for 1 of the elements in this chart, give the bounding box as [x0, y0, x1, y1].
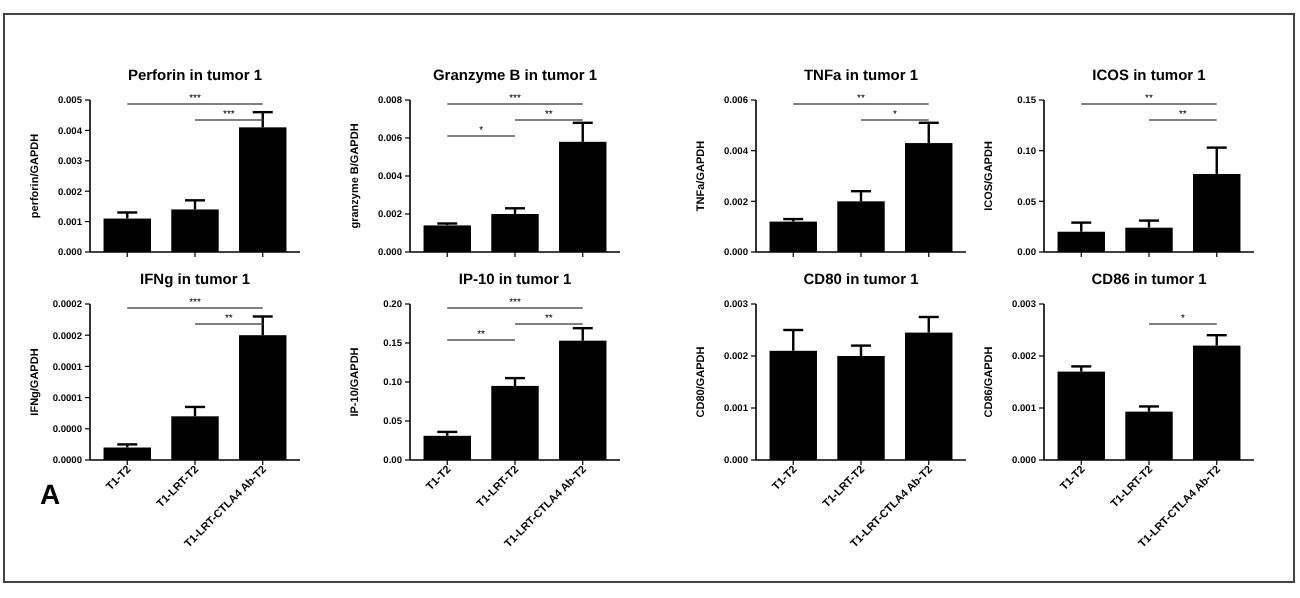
- text: A: [40, 478, 61, 510]
